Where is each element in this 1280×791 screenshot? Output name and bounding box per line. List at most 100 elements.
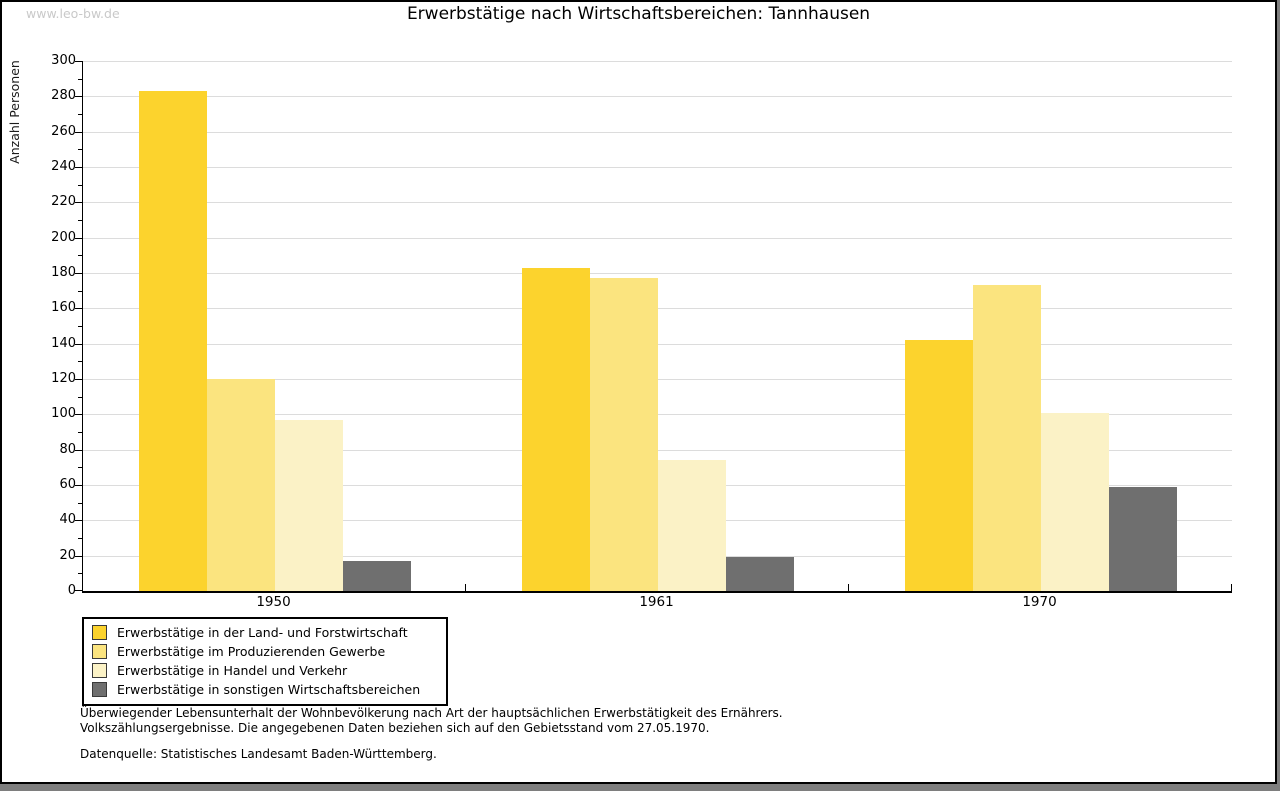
y-major-tick-120	[75, 379, 83, 380]
y-minor-tick-130	[78, 361, 83, 363]
bar-1950-series2	[206, 379, 275, 591]
y-major-tick-260	[75, 131, 83, 133]
bar-1950-series4	[342, 561, 411, 591]
y-tick-label-0: 0	[67, 583, 76, 598]
gridline-280	[83, 96, 1232, 98]
y-major-tick-180	[75, 273, 83, 274]
legend-item-label: Erwerbstätige in Handel und Verkehr	[117, 663, 348, 678]
y-minor-tick-210	[78, 220, 83, 221]
legend-swatch-icon	[92, 682, 107, 697]
y-minor-tick-110	[78, 396, 83, 398]
y-tick-label-280: 280	[51, 88, 76, 104]
gridline-300	[83, 61, 1232, 62]
legend-swatch-icon	[92, 663, 107, 678]
legend: Erwerbstätige in der Land- und Forstwirt…	[82, 617, 448, 706]
y-minor-tick-30	[78, 538, 83, 539]
y-minor-tick-250	[78, 149, 83, 151]
y-tick-label-220: 220	[51, 194, 76, 210]
legend-item-2: Erwerbstätige im Produzierenden Gewerbe	[92, 644, 438, 659]
x-tick-2	[848, 584, 849, 591]
bar-1970-series1	[904, 340, 973, 591]
y-major-tick-240	[75, 167, 83, 168]
x-axis-tick-labels: 1950 1961 1970	[82, 594, 1231, 614]
y-minor-tick-10	[78, 573, 83, 575]
bar-1970-series2	[972, 285, 1041, 591]
y-tick-label-20: 20	[59, 547, 76, 563]
y-major-tick-280	[75, 96, 83, 98]
bar-1961-series2	[589, 278, 658, 591]
y-tick-label-100: 100	[51, 406, 76, 422]
data-source-note: Datenquelle: Statistisches Landesamt Bad…	[80, 747, 437, 761]
y-minor-tick-190	[78, 255, 83, 257]
legend-item-label: Erwerbstätige in der Land- und Forstwirt…	[117, 625, 408, 640]
y-minor-tick-170	[78, 290, 83, 292]
legend-item-3: Erwerbstätige in Handel und Verkehr	[92, 663, 438, 678]
x-tick-label-1950: 1950	[256, 594, 291, 610]
y-tick-label-260: 260	[51, 123, 76, 139]
gridline-200	[83, 237, 1232, 239]
bar-1970-series3	[1040, 412, 1109, 591]
y-major-tick-60	[75, 485, 83, 486]
y-minor-tick-230	[78, 184, 83, 186]
chart-title: Erwerbstätige nach Wirtschaftsbereichen:…	[406, 4, 871, 24]
y-tick-label-60: 60	[59, 477, 76, 492]
y-tick-label-180: 180	[51, 265, 76, 280]
gridline-220	[83, 202, 1232, 204]
gridline-100	[83, 414, 1232, 416]
bar-1970-series4	[1108, 486, 1177, 591]
gridline-160	[83, 308, 1232, 310]
y-major-tick-200	[75, 237, 83, 239]
bar-1961-series3	[657, 460, 726, 591]
gridline-260	[83, 131, 1232, 133]
gridline-140	[83, 343, 1232, 345]
y-tick-label-140: 140	[51, 335, 76, 351]
gridline-240	[83, 167, 1232, 168]
y-tick-label-300: 300	[51, 53, 76, 68]
footer-note-line1: Überwiegender Lebensunterhalt der Wohnbe…	[80, 706, 783, 720]
y-major-tick-80	[75, 449, 83, 451]
y-tick-label-120: 120	[51, 371, 76, 386]
y-tick-label-80: 80	[59, 441, 76, 457]
y-minor-tick-150	[78, 326, 83, 327]
gridline-120	[83, 379, 1232, 380]
y-major-tick-160	[75, 308, 83, 310]
x-tick-1	[465, 584, 466, 591]
y-major-tick-0	[75, 590, 83, 591]
bar-1950-series1	[138, 91, 207, 591]
watermark: www.leo-bw.de	[26, 6, 120, 21]
legend-item-label: Erwerbstätige in sonstigen Wirtschaftsbe…	[117, 682, 421, 697]
legend-swatch-icon	[92, 625, 107, 640]
y-major-tick-100	[75, 414, 83, 416]
y-tick-label-160: 160	[51, 300, 76, 316]
footer-note-line2: Volkszählungsergebnisse. Die angegebenen…	[80, 720, 710, 735]
y-major-tick-300	[75, 61, 83, 62]
y-tick-label-240: 240	[51, 159, 76, 174]
footer: Überwiegender Lebensunterhalt der Wohnbe…	[80, 706, 783, 762]
y-major-tick-40	[75, 520, 83, 522]
y-major-tick-20	[75, 555, 83, 557]
y-tick-label-200: 200	[51, 229, 76, 245]
y-major-tick-220	[75, 202, 83, 204]
legend-item-label: Erwerbstätige im Produzierenden Gewerbe	[117, 644, 386, 659]
y-minor-tick-50	[78, 502, 83, 504]
gridline-80	[83, 449, 1232, 451]
x-tick-3	[1231, 584, 1232, 591]
bar-1961-series1	[521, 267, 590, 591]
x-tick-label-1970: 1970	[1022, 594, 1057, 610]
y-major-tick-140	[75, 343, 83, 345]
gridline-180	[83, 273, 1232, 274]
y-minor-tick-90	[78, 432, 83, 433]
y-axis-tick-labels: 0 20 40 60 80 100 120 140 160 180 200 220 240 260 280 3…	[2, 53, 76, 598]
legend-swatch-icon	[92, 644, 107, 659]
y-minor-tick-70	[78, 467, 83, 469]
bar-1961-series4	[725, 557, 794, 591]
x-tick-label-1961: 1961	[639, 594, 674, 610]
y-minor-tick-290	[78, 78, 83, 80]
y-minor-tick-270	[78, 114, 83, 115]
legend-item-4: Erwerbstätige in sonstigen Wirtschaftsbe…	[92, 682, 438, 697]
legend-item-1: Erwerbstätige in der Land- und Forstwirt…	[92, 625, 438, 640]
plot-area	[75, 61, 1232, 593]
bar-1950-series3	[274, 419, 343, 591]
y-tick-label-40: 40	[59, 512, 76, 528]
